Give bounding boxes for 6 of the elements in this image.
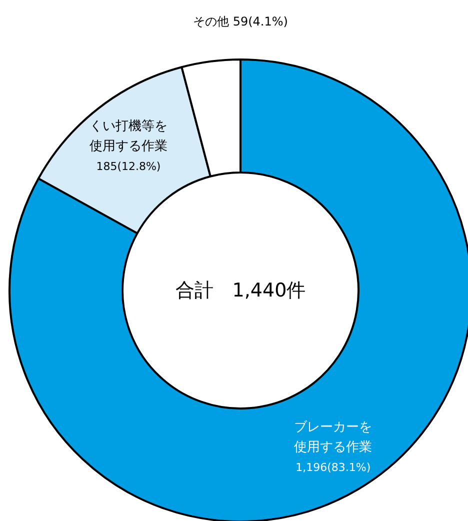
slice-label: ブレーカーを使用する作業 (294, 420, 372, 456)
data-label: 185(12.8%) (96, 160, 161, 173)
slice-label: その他 59(4.1%) (193, 14, 288, 28)
data-label: 1,196(83.1%) (296, 461, 371, 474)
slice-label: くい打機等を使用する作業 (89, 118, 168, 154)
text: 合計 1,440件 (175, 280, 306, 302)
